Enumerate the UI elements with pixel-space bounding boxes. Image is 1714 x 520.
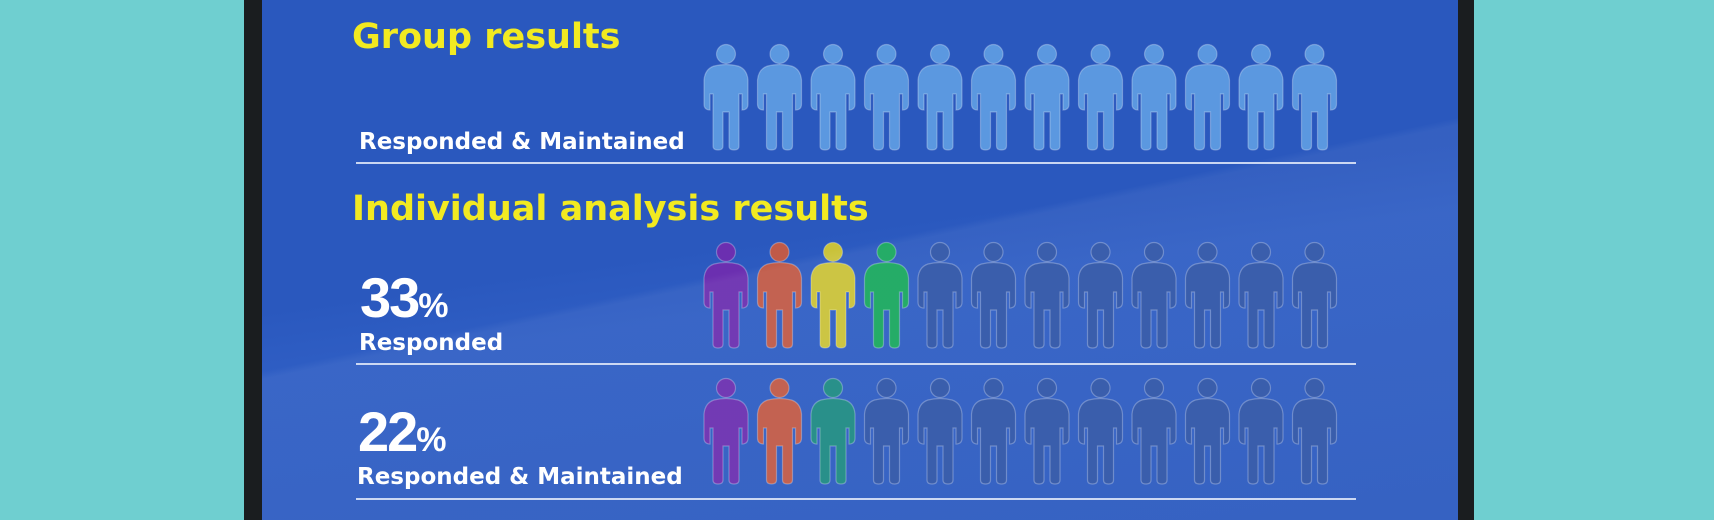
- responded-row-label: Responded: [359, 330, 504, 356]
- responded-row-divider: [356, 363, 1356, 365]
- person-icon: [1184, 241, 1231, 349]
- person-icon: [1238, 43, 1284, 151]
- maintained-percentage: 22%: [358, 404, 447, 460]
- person-icon: [1184, 43, 1231, 151]
- person-icon: [1238, 377, 1284, 485]
- responded-percentage-value: 33: [360, 266, 420, 329]
- person-icon: [756, 377, 803, 485]
- maintained-row-divider: [356, 498, 1356, 500]
- responded-percentage-unit: %: [418, 287, 449, 325]
- person-icon: [810, 43, 856, 151]
- person-icon: [1184, 377, 1231, 485]
- person-icon: [1024, 377, 1070, 485]
- person-icon: [1291, 377, 1338, 485]
- person-icon: [1077, 43, 1124, 151]
- person-icon: [756, 43, 803, 151]
- group-row-label: Responded & Maintained: [359, 129, 685, 155]
- person-icon: [756, 241, 803, 349]
- infographic-screen: Group results Responded & Maintained Ind…: [262, 0, 1458, 520]
- maintained-figure-row: [703, 377, 1338, 485]
- person-icon: [810, 377, 856, 485]
- person-icon: [1077, 377, 1124, 485]
- person-icon: [917, 377, 963, 485]
- group-figure-row: [703, 43, 1338, 151]
- person-icon: [1131, 377, 1177, 485]
- person-icon: [1291, 241, 1338, 349]
- person-icon: [970, 43, 1017, 151]
- maintained-percentage-unit: %: [416, 421, 447, 459]
- person-icon: [1238, 241, 1284, 349]
- person-icon: [703, 241, 749, 349]
- person-icon: [703, 377, 749, 485]
- maintained-percentage-value: 22: [358, 400, 418, 463]
- person-icon: [1131, 241, 1177, 349]
- responded-percentage: 33%: [360, 270, 449, 326]
- person-icon: [863, 43, 910, 151]
- person-icon: [917, 241, 963, 349]
- person-icon: [970, 241, 1017, 349]
- group-results-heading: Group results: [352, 17, 621, 57]
- responded-figure-row: [703, 241, 1338, 349]
- group-row-divider: [356, 162, 1356, 164]
- individual-results-heading: Individual analysis results: [352, 189, 869, 229]
- person-icon: [863, 377, 910, 485]
- person-icon: [1291, 43, 1338, 151]
- person-icon: [703, 43, 749, 151]
- person-icon: [1131, 43, 1177, 151]
- maintained-row-label: Responded & Maintained: [357, 464, 683, 490]
- person-icon: [1024, 241, 1070, 349]
- person-icon: [1024, 43, 1070, 151]
- person-icon: [917, 43, 963, 151]
- person-icon: [970, 377, 1017, 485]
- person-icon: [810, 241, 856, 349]
- person-icon: [1077, 241, 1124, 349]
- person-icon: [863, 241, 910, 349]
